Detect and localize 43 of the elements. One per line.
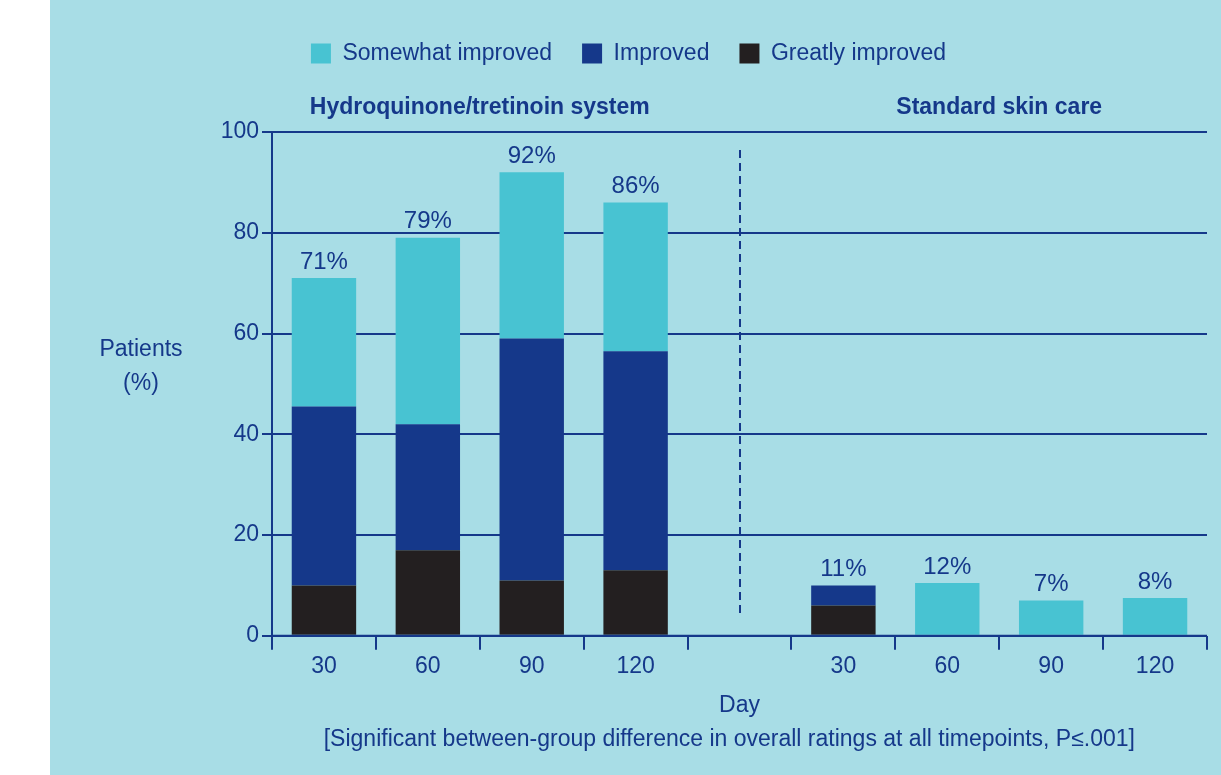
total-label: 79% xyxy=(403,206,452,234)
y-tick-label: 60 xyxy=(233,318,259,345)
y-tick-label: 0 xyxy=(246,621,259,648)
total-label: 7% xyxy=(1033,569,1069,597)
x-tick-label: 60 xyxy=(934,651,961,678)
x-tick-label: 90 xyxy=(1038,651,1064,678)
x-tick-label: 60 xyxy=(415,651,441,678)
y-tick-label: 20 xyxy=(233,520,259,547)
bar xyxy=(603,202,668,352)
y-tick-label: 40 xyxy=(233,419,259,446)
total-label: 12% xyxy=(923,551,972,579)
text: Standard skin care xyxy=(896,93,1103,120)
x-axis-title: Day xyxy=(719,690,761,717)
x-tick-label: 30 xyxy=(311,651,337,678)
bar xyxy=(915,582,980,635)
total-label: 71% xyxy=(299,246,348,274)
y-tick-label: 80 xyxy=(233,218,259,245)
total-label: 8% xyxy=(1137,566,1173,594)
total-label: 92% xyxy=(507,140,556,168)
x-tick-label: 90 xyxy=(518,651,545,678)
x-tick-label: 30 xyxy=(830,651,857,678)
bar xyxy=(811,585,876,606)
x-tick-label: 120 xyxy=(1135,651,1175,678)
y-tick-label: 100 xyxy=(220,117,259,144)
bar xyxy=(291,585,357,635)
bar xyxy=(499,172,564,339)
x-tick-label: 120 xyxy=(616,651,655,678)
legend-label: Somewhat improved xyxy=(342,38,553,65)
text: [Significant between-group difference in overall ratings at all timepoints, P≤.001] xyxy=(323,725,1135,752)
bar xyxy=(499,580,564,635)
total-label: 11% xyxy=(820,554,867,582)
bar xyxy=(811,605,876,635)
legend-label: Greatly improved xyxy=(770,38,947,65)
bar xyxy=(1018,600,1084,635)
bar xyxy=(1122,598,1188,635)
bar xyxy=(395,550,461,635)
total-label: 86% xyxy=(611,171,660,199)
legend-label: Improved xyxy=(613,38,710,65)
bar xyxy=(291,278,357,407)
y-axis-title: Patients (%) xyxy=(99,335,183,396)
bar xyxy=(395,237,461,425)
text: Hydroquinone/tretinoin system xyxy=(309,93,650,120)
bar xyxy=(603,570,668,635)
